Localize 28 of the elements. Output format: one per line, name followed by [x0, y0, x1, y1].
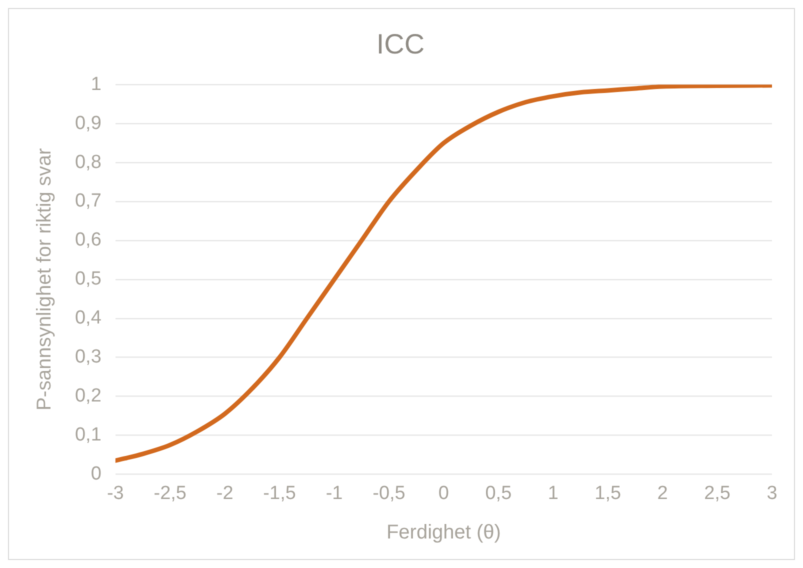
x-tick-label: 1,5 — [594, 482, 622, 504]
y-tick-label: 0,5 — [74, 268, 102, 290]
y-axis-title: P-sannsynlighet for riktig svar — [34, 148, 56, 411]
y-tick-label: 0,8 — [74, 152, 102, 173]
y-tick-label: 0,6 — [74, 230, 102, 251]
x-tick-label: 3 — [766, 482, 778, 504]
x-tick-label: -1,5 — [263, 482, 296, 504]
y-tick-label: 0,2 — [74, 386, 102, 407]
x-tick-label: -2,5 — [154, 482, 187, 504]
x-tick-label: -2 — [216, 482, 234, 504]
y-tick-label: 0,7 — [74, 190, 102, 212]
y-tick-label: 0,4 — [74, 308, 102, 329]
x-tick-label: -1 — [326, 482, 343, 504]
x-tick-label: -0,5 — [372, 482, 406, 504]
x-axis-title: Ferdighet (θ) — [386, 522, 501, 544]
chart-title: ICC — [376, 28, 425, 60]
y-tick-label: 0 — [90, 463, 102, 484]
y-tick-label: 1 — [90, 74, 102, 95]
x-tick-label: 0,5 — [485, 482, 512, 504]
y-tick-label: 0,9 — [74, 112, 102, 134]
x-tick-label: 0 — [438, 482, 449, 504]
line-series — [115, 84, 772, 463]
x-tick-label: 2,5 — [704, 482, 730, 504]
x-tick-label: -3 — [106, 482, 124, 504]
y-tick-label: 0,3 — [74, 346, 102, 368]
y-tick-label: 0,1 — [74, 424, 102, 446]
x-tick-label: 2 — [657, 482, 668, 504]
x-tick-label: 1 — [548, 482, 558, 504]
